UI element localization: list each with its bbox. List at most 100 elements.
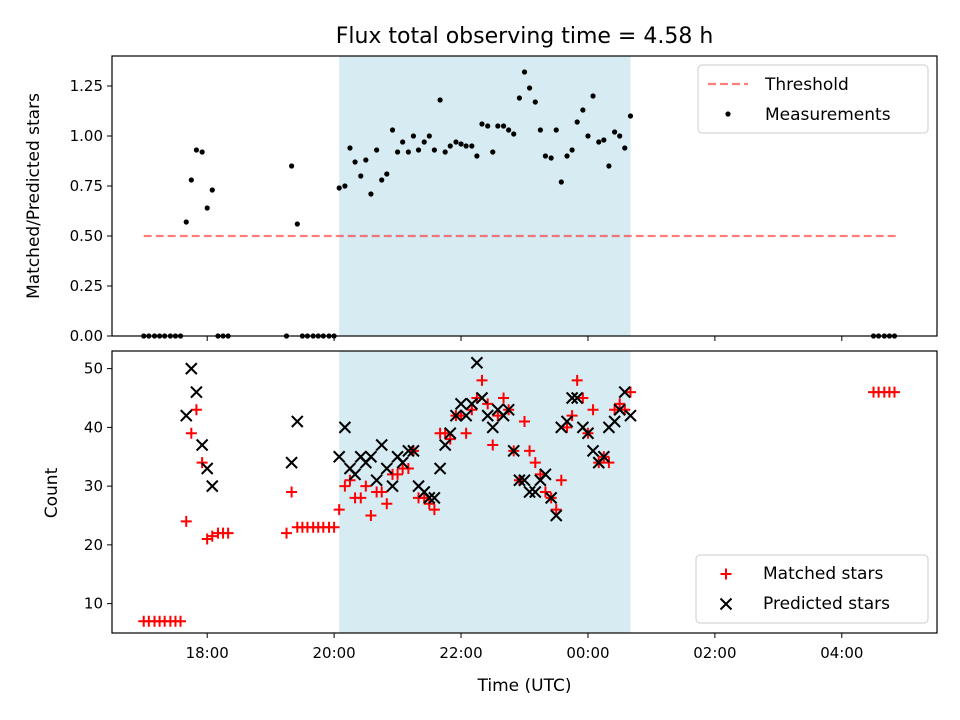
measurement-point bbox=[558, 179, 564, 185]
measurement-point bbox=[511, 131, 517, 137]
matched-star-point bbox=[392, 468, 404, 480]
measurement-point bbox=[204, 205, 210, 211]
predicted-star-point bbox=[618, 385, 631, 399]
bottom-legend: Matched stars Predicted stars bbox=[695, 554, 929, 624]
measurement-point bbox=[193, 147, 200, 153]
predicted-star-point bbox=[544, 491, 558, 505]
predicted-star-point bbox=[502, 403, 515, 416]
predicted-star-point bbox=[190, 385, 203, 399]
matched-star-point bbox=[624, 386, 636, 398]
predicted-star-point bbox=[195, 438, 209, 452]
predicted-star-point bbox=[513, 474, 526, 487]
measurement-point bbox=[400, 139, 406, 145]
measurement-point bbox=[352, 159, 358, 165]
predicted-star-point bbox=[348, 468, 362, 481]
predicted-star-point bbox=[475, 391, 489, 405]
measurement-point bbox=[590, 93, 596, 99]
measurement-point bbox=[542, 153, 549, 159]
top-legend-box bbox=[697, 64, 929, 134]
measurement-point bbox=[374, 147, 380, 153]
matched-star-point bbox=[376, 486, 388, 498]
matched-star-point bbox=[529, 457, 541, 469]
predicted-star-point bbox=[338, 421, 352, 434]
measurement-point bbox=[506, 127, 512, 133]
matched-star-point bbox=[476, 374, 488, 386]
measurement-point bbox=[612, 129, 618, 135]
top-y-tick-label: 0.25 bbox=[70, 277, 103, 295]
measurement-point bbox=[553, 127, 559, 133]
measurement-point bbox=[500, 123, 507, 129]
matched-star-point bbox=[498, 392, 510, 404]
figure-title: Flux total observing time = 4.58 h bbox=[336, 24, 714, 49]
matched-star-point bbox=[482, 398, 494, 410]
measurement-point bbox=[368, 191, 374, 197]
predicted-star-point bbox=[608, 415, 621, 428]
measurement-point bbox=[453, 139, 459, 145]
top-y-tick-label: 1.25 bbox=[70, 77, 103, 95]
bottom-series-predicted-stars bbox=[180, 356, 637, 522]
matched-star-point bbox=[286, 486, 298, 498]
top-legend: Threshold Measurements bbox=[697, 64, 929, 134]
predicted-star-point bbox=[518, 474, 531, 487]
measurement-point bbox=[426, 133, 432, 139]
predicted-star-point bbox=[185, 362, 198, 375]
predicted-star-point bbox=[581, 427, 595, 440]
bottom-y-tick-label: 40 bbox=[84, 418, 103, 436]
predicted-star-point bbox=[597, 450, 611, 463]
matched-star-point bbox=[222, 527, 234, 539]
top-y-tick-label: 0.00 bbox=[70, 327, 103, 345]
matched-star-point bbox=[333, 504, 345, 516]
matched-star-point bbox=[561, 421, 573, 433]
predicted-star-point bbox=[180, 409, 193, 422]
predicted-star-point bbox=[423, 491, 436, 505]
x-tick-label: 02:00 bbox=[693, 644, 736, 662]
measurement-point bbox=[363, 157, 369, 163]
predicted-star-point bbox=[570, 391, 584, 405]
measurement-point bbox=[516, 95, 523, 101]
matched-star-point bbox=[355, 492, 367, 504]
predicted-star-point bbox=[402, 444, 415, 458]
matched-star-point bbox=[190, 404, 202, 416]
measurement-point bbox=[490, 149, 496, 155]
bottom-series-matched-stars bbox=[138, 374, 900, 627]
measurement-point bbox=[564, 153, 570, 159]
measurement-point bbox=[574, 119, 580, 125]
matched-star-point bbox=[524, 445, 536, 457]
predicted-star-point bbox=[364, 450, 378, 463]
matched-star-point bbox=[571, 374, 583, 386]
measurement-point bbox=[617, 133, 623, 139]
measurement-point bbox=[379, 177, 385, 183]
measurement-point bbox=[431, 147, 437, 153]
bottom-panel: 10 20 30 40 50 18:00 20:00 22:00 00:00 02:00 04:00 bbox=[84, 350, 938, 662]
measurement-point bbox=[437, 97, 443, 103]
measurement-point bbox=[294, 221, 300, 227]
measurement-point bbox=[421, 139, 427, 145]
predicted-star-point bbox=[285, 456, 298, 469]
matched-star-point bbox=[460, 427, 472, 439]
x-tick-label: 20:00 bbox=[312, 644, 355, 662]
measurement-point bbox=[601, 137, 607, 143]
predicted-star-point bbox=[380, 462, 393, 475]
bottom-y-tick-label: 50 bbox=[84, 360, 103, 378]
measurement-point bbox=[288, 163, 295, 169]
measurement-point bbox=[188, 177, 194, 183]
bottom-legend-box bbox=[695, 554, 929, 624]
matched-star-point bbox=[180, 515, 192, 527]
predicted-star-point bbox=[407, 444, 420, 458]
predicted-star-point bbox=[613, 403, 626, 416]
measurement-point bbox=[394, 149, 401, 155]
measurement-point bbox=[336, 185, 342, 191]
measurement-point bbox=[463, 143, 469, 149]
matched-star-point bbox=[555, 474, 567, 486]
measurement-point bbox=[479, 121, 485, 127]
measurement-point bbox=[585, 133, 591, 139]
measurement-point bbox=[389, 127, 396, 133]
matched-star-point bbox=[614, 398, 626, 410]
x-axis-label: Time (UTC) bbox=[477, 676, 572, 696]
measurement-point bbox=[532, 99, 538, 105]
measurement-point bbox=[474, 153, 480, 159]
measurement-point bbox=[410, 133, 417, 139]
measurement-point bbox=[183, 219, 189, 225]
legend-matched-swatch bbox=[720, 568, 732, 580]
legend-matched-label: Matched stars bbox=[763, 564, 883, 584]
